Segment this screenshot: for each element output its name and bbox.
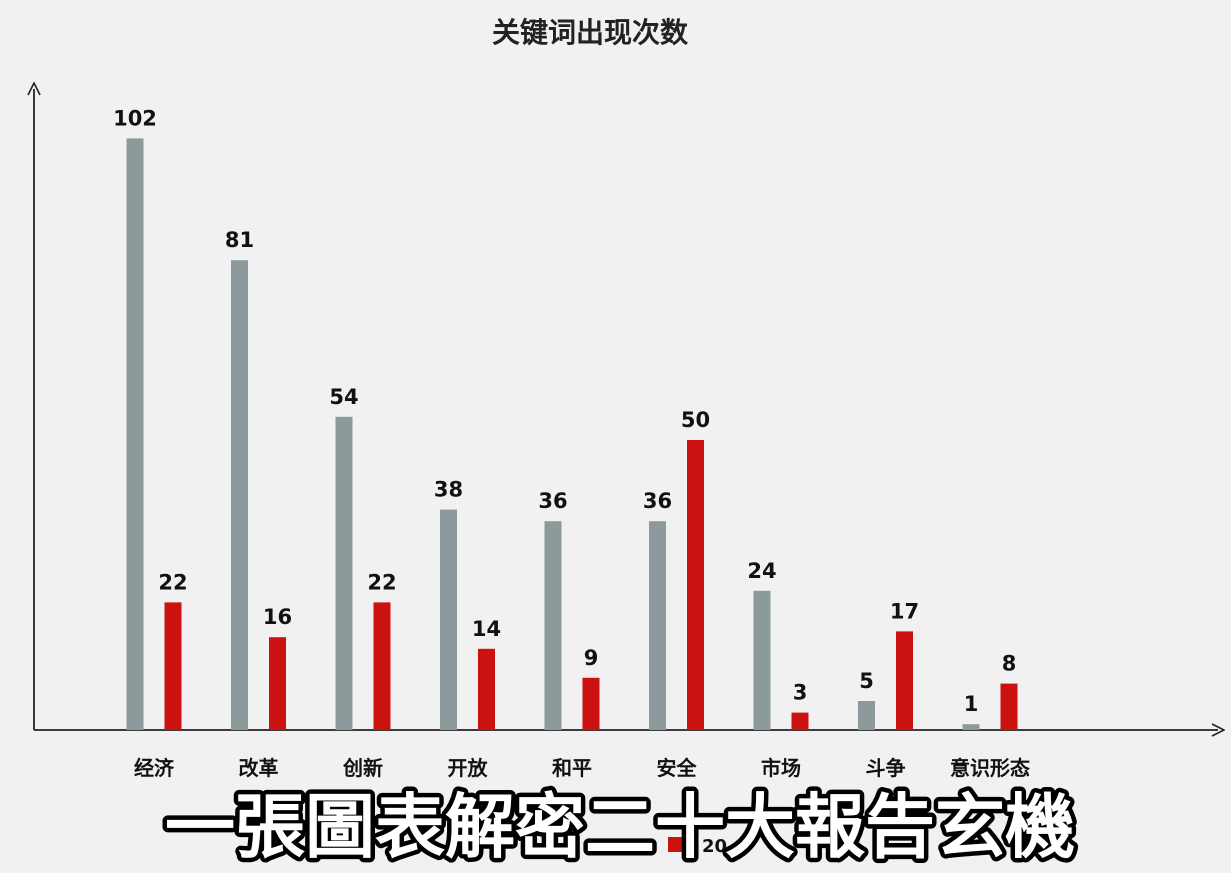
- bar-series-2-9: [1000, 683, 1018, 730]
- legend-swatch-series-2: [668, 837, 683, 852]
- value-label-series-1-1: 102: [113, 106, 157, 130]
- value-label-series-1-6: 36: [643, 489, 672, 513]
- bar-series-2-8: [896, 631, 913, 730]
- bar-series-1-3: [335, 416, 353, 730]
- category-label-6: 安全: [657, 756, 698, 780]
- bar-series-1-2: [231, 260, 248, 730]
- category-label-2: 改革: [239, 756, 279, 780]
- value-label-series-1-2: 81: [225, 228, 254, 252]
- value-label-series-2-5: 9: [584, 646, 599, 670]
- bar-series-1-6: [649, 521, 666, 730]
- value-label-series-1-7: 24: [747, 559, 776, 583]
- category-label-7: 市场: [761, 756, 801, 780]
- category-label-1: 经济: [134, 756, 175, 780]
- value-label-series-2-9: 8: [1002, 652, 1017, 676]
- bar-series-2-2: [269, 637, 286, 730]
- category-label-8: 斗争: [866, 756, 906, 780]
- value-label-series-2-8: 17: [890, 599, 919, 623]
- value-labels-group: 102 22 81 16 54 22 38 14 36 9 36 50 24 3 5 17 18: [113, 106, 1016, 716]
- category-labels-group: 经济 改革 创新 开放 和平 安全 市场 斗争 意识形态: [134, 756, 1030, 780]
- bar-series-2-7: [791, 712, 809, 730]
- value-label-series-1-8: 5: [859, 669, 874, 693]
- bar-series-1-5: [544, 521, 562, 730]
- bar-series-2-6: [687, 440, 704, 730]
- legend-label-series-2: 20: [702, 836, 727, 857]
- value-label-series-2-2: 16: [263, 605, 292, 629]
- legend: 20: [668, 836, 727, 857]
- bar-series-1-4: [440, 509, 457, 730]
- value-label-series-2-3: 22: [367, 570, 396, 594]
- bar-series-1-1: [126, 138, 144, 730]
- bar-series-2-3: [373, 602, 391, 730]
- value-label-series-1-3: 54: [329, 385, 358, 409]
- value-label-series-2-6: 50: [681, 408, 710, 432]
- category-label-3: 创新: [342, 756, 383, 780]
- value-label-series-2-4: 14: [472, 617, 501, 641]
- category-label-9: 意识形态: [950, 756, 1030, 780]
- chart-title: 关键词出现次数: [492, 16, 689, 49]
- bar-series-1-7: [753, 590, 771, 730]
- value-label-series-1-4: 38: [434, 478, 463, 502]
- bar-series-2-5: [582, 677, 600, 730]
- video-caption: 一張圖表解密二十大報告玄機: [165, 786, 1075, 868]
- value-label-series-1-9: 1: [964, 692, 979, 716]
- bar-series-1-8: [858, 701, 875, 730]
- value-label-series-2-1: 22: [158, 570, 187, 594]
- bars-group: [126, 138, 1018, 730]
- bar-series-2-1: [164, 602, 182, 730]
- bar-series-2-4: [478, 648, 495, 730]
- category-label-4: 开放: [448, 756, 489, 780]
- value-label-series-1-5: 36: [538, 489, 567, 513]
- bar-series-1-9: [962, 724, 980, 730]
- value-label-series-2-7: 3: [793, 681, 808, 705]
- category-label-5: 和平: [552, 756, 592, 780]
